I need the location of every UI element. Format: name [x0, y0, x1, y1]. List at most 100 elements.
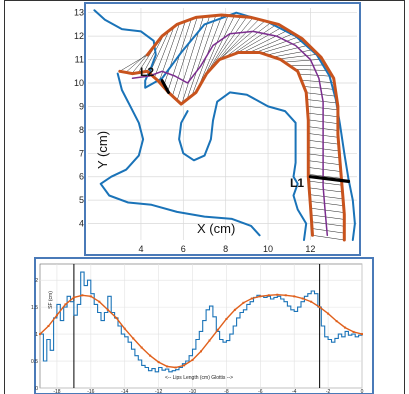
- bottom-x-tick-label: -10: [189, 389, 196, 394]
- hatch-line: [310, 201, 344, 206]
- sagittal-function-panel: -18 -16 -14 -12 -10 -8 -6 -4 -2 0 0 0.5 1 1.5 2 SF (cm…: [31, 257, 374, 394]
- fitted-sf-point: [55, 314, 58, 317]
- bottom-y-tick-label: 1.5: [31, 305, 38, 311]
- fitted-sf-point: [157, 361, 160, 364]
- hatch-line: [261, 40, 305, 54]
- hatch-line: [308, 174, 342, 179]
- fitted-sf-point: [276, 293, 279, 296]
- fitted-sf-point: [98, 300, 101, 303]
- fitted-sf-point: [64, 303, 67, 306]
- bottom-ylabel: SF (cm): [48, 291, 54, 309]
- fitted-sf-point: [200, 350, 202, 353]
- top-series: [93, 9, 356, 242]
- bottom-x-tick-label: -6: [258, 389, 263, 394]
- tract-upper-boundary: [145, 13, 346, 242]
- hatch-line: [273, 49, 314, 58]
- fitted-sf-point: [335, 320, 338, 323]
- top-y-tick-label: 6: [79, 172, 84, 182]
- bottom-x-tick-label: -12: [155, 389, 162, 394]
- vocal-tract-panel: 4 6 8 10 12 4 5 6 7 8 9 10 11 12 13 Y (cm) X (cm) L2 L…: [74, 2, 361, 256]
- hatch-line: [308, 160, 341, 165]
- hatch-line: [303, 86, 336, 90]
- hatch-line: [289, 64, 326, 66]
- hatch-line: [219, 20, 266, 60]
- fitted-sf-point: [132, 337, 135, 340]
- l1-segment: [308, 175, 351, 183]
- fitted-sf-point: [140, 346, 143, 349]
- fitted-sf-point: [284, 294, 287, 297]
- fitted-sf-point: [242, 301, 245, 304]
- hatch-line: [309, 187, 343, 193]
- lower-lip-jaw: [99, 72, 261, 237]
- fitted-sf-point: [166, 365, 169, 368]
- hatch-line: [248, 33, 294, 53]
- palate-pharynx-wall: [93, 9, 356, 241]
- top-y-tick-label: 7: [79, 148, 84, 158]
- bottom-y-tick-label: 2: [35, 278, 38, 284]
- fitted-sf-point: [318, 306, 321, 309]
- top-y-tick-label: 8: [79, 125, 84, 135]
- fitted-sf-point: [115, 316, 118, 319]
- fitted-sf-point: [225, 317, 228, 320]
- hatch-line: [225, 22, 272, 58]
- hatch-line: [172, 17, 198, 97]
- hatch-line: [309, 194, 344, 200]
- fitted-sf-point: [72, 296, 75, 299]
- fitted-sf-point: [81, 294, 84, 297]
- top-x-tick-label: 10: [263, 244, 273, 254]
- bottom-tick-labels: -18 -16 -14 -12 -10 -8 -6 -4 -2 0 0 0.5 1 1.5 2: [31, 278, 364, 394]
- hatch-line: [236, 26, 283, 54]
- bottom-xlabel: <-- Lips Length (cm) Glottis -->: [165, 375, 233, 381]
- hatch-line: [312, 235, 345, 241]
- hatch-line: [181, 16, 210, 104]
- hatch-line: [310, 207, 345, 213]
- fitted-sf-point: [361, 333, 363, 336]
- fitted-sf-point: [174, 366, 177, 369]
- fitted-sf-point: [106, 308, 109, 311]
- hatch-line: [267, 44, 309, 56]
- top-x-tick-label: 6: [181, 244, 186, 254]
- fitted-sf-point: [301, 297, 304, 300]
- hatch-line: [143, 34, 165, 72]
- bottom-series: [39, 264, 363, 388]
- top-y-tick-label: 4: [79, 219, 84, 229]
- hatch-line: [311, 221, 345, 227]
- top-y-tick-label: 10: [74, 78, 84, 88]
- bottom-x-tick-label: -14: [121, 389, 128, 394]
- hatch-line: [242, 29, 289, 53]
- hatch-line: [196, 15, 229, 92]
- top-plot-area: [88, 8, 357, 240]
- hatch-line: [308, 167, 341, 172]
- fitted-sf-point: [149, 354, 152, 357]
- fitted-sf-point: [208, 339, 211, 342]
- hatch-line: [312, 228, 345, 234]
- hatch-line: [284, 58, 323, 63]
- bottom-x-tick-label: 0: [361, 389, 364, 394]
- fitted-sf-point: [310, 300, 313, 303]
- fitted-sf-point: [293, 295, 296, 298]
- top-y-tick-label: 9: [79, 101, 84, 111]
- hatch-line: [308, 180, 342, 186]
- fitted-sf-point: [123, 327, 126, 330]
- bottom-x-tick-label: -16: [87, 389, 94, 394]
- tongue-pharynx-front: [178, 91, 308, 241]
- hatch-line: [149, 30, 170, 74]
- top-tick-labels: 4 6 8 10 12 4 5 6 7 8 9 10 11 12 13: [74, 8, 315, 254]
- bottom-x-tick-label: -18: [53, 389, 60, 394]
- top-y-tick-label: 13: [74, 8, 84, 18]
- hatch-line: [294, 69, 330, 71]
- hatch-line: [278, 53, 319, 60]
- hatch-line: [308, 153, 340, 159]
- bottom-y-tick-label: 0.5: [31, 359, 38, 365]
- fitted-sf-point: [183, 364, 186, 367]
- top-y-tick-label: 5: [79, 195, 84, 205]
- top-y-tick-label: 12: [74, 31, 84, 41]
- bottom-plot-area: [39, 263, 363, 389]
- hatch-line: [186, 15, 217, 100]
- fitted-sf-point: [344, 326, 347, 329]
- annotation-l1: L1: [290, 176, 304, 190]
- bottom-x-tick-label: -8: [224, 389, 229, 394]
- fitted-sf-point: [267, 294, 270, 297]
- fitted-sf-point: [259, 295, 262, 298]
